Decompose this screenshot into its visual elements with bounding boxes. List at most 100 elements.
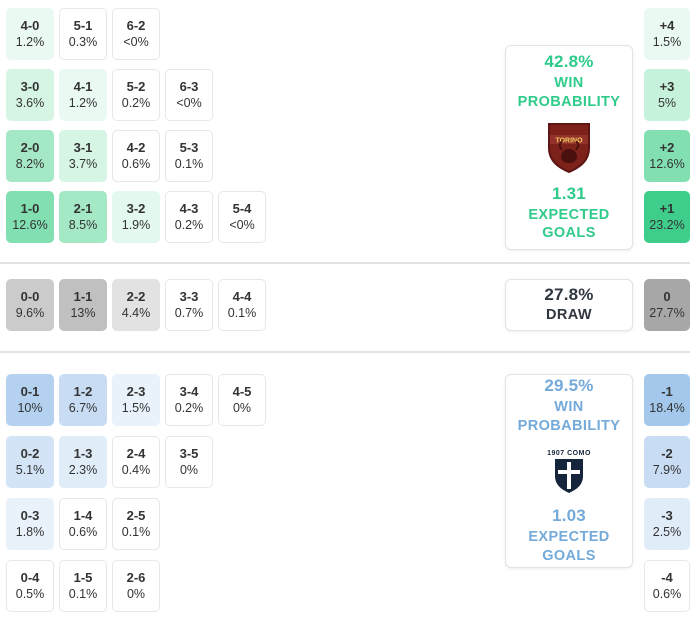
win-label-line1: WIN [554, 74, 584, 91]
margin-probability: 0.6% [652, 586, 682, 601]
score-label: 3-1 [73, 139, 93, 155]
away-expected-goals-value: 1.03 [552, 506, 586, 525]
score-label: 3-0 [20, 78, 40, 94]
score-cell: 6-3 <0% [165, 69, 213, 121]
como-crest-text: 1907 COMO [547, 450, 591, 457]
away-expected-goals-label: EXPECTED GOALS [528, 528, 609, 566]
score-cell: 4-0 1.2% [6, 8, 54, 60]
win-label-line2: PROBABILITY [517, 93, 621, 110]
score-cell: 3-5 0% [165, 436, 213, 488]
win-label-line1: WIN [554, 399, 584, 416]
score-label: 2-2 [126, 288, 146, 304]
score-label: 4-0 [20, 17, 40, 33]
margin-probability: 12.6% [649, 156, 685, 171]
draw-score-row: 0-0 9.6% 1-1 13% 2-2 4.4% 3-3 0.7% 4-4 0… [6, 279, 266, 331]
score-cell: 0-2 5.1% [6, 436, 54, 488]
score-cell: 3-1 3.7% [59, 130, 107, 182]
score-label: 1-2 [73, 383, 93, 399]
score-cell: 0-0 9.6% [6, 279, 54, 331]
score-probability: 0% [126, 586, 146, 601]
score-probability: 1.2% [68, 95, 98, 110]
away-score-row-2: 0-2 5.1% 1-3 2.3% 2-4 0.4% 3-5 0% [6, 436, 213, 488]
score-probability: 9.6% [15, 305, 45, 320]
score-cell: 2-3 1.5% [112, 374, 160, 426]
margin-label: +1 [659, 200, 675, 216]
score-label: 2-0 [20, 139, 40, 155]
eg-label-line2: GOALS [542, 547, 596, 564]
margin-label: +3 [659, 78, 675, 94]
margin-cell-minus3: -3 2.5% [644, 498, 690, 550]
score-probability: 0% [232, 400, 252, 415]
margin-label: +2 [659, 139, 675, 155]
score-cell: 3-3 0.7% [165, 279, 213, 331]
home-team-panel: 42.8% WIN PROBABILITY TORINO 1.31 EXPECT… [505, 45, 633, 250]
home-score-row-1: 4-0 1.2% 5-1 0.3% 6-2 <0% [6, 8, 160, 60]
score-probability: 5.1% [15, 462, 45, 477]
margin-label: -4 [661, 569, 673, 585]
away-score-row-3: 0-3 1.8% 1-4 0.6% 2-5 0.1% [6, 498, 160, 550]
score-cell: 3-4 0.2% [165, 374, 213, 426]
score-label: 1-4 [73, 507, 93, 523]
draw-panel: 27.8% DRAW [505, 279, 633, 331]
margin-probability: 18.4% [649, 400, 685, 415]
score-label: 3-3 [179, 288, 199, 304]
home-expected-goals-label: EXPECTED GOALS [528, 206, 609, 244]
away-team-panel: 29.5% WIN PROBABILITY 1907 COMO 1.03 EXP… [505, 374, 633, 568]
score-cell: 6-2 <0% [112, 8, 160, 60]
score-probability: 0.7% [174, 305, 204, 320]
margin-probability: 1.5% [652, 34, 682, 49]
margin-probability: 27.7% [649, 305, 685, 320]
score-probability: 0.2% [174, 400, 204, 415]
score-label: 1-3 [73, 445, 93, 461]
home-win-probability-value: 42.8% [544, 51, 594, 71]
score-label: 2-1 [73, 200, 93, 216]
score-probability: 0.1% [174, 156, 204, 171]
away-win-probability-label: WIN PROBABILITY [518, 398, 621, 436]
score-label: 2-4 [126, 445, 146, 461]
score-label: 6-2 [126, 17, 146, 33]
margin-probability: 7.9% [652, 462, 682, 477]
torino-crest-text: TORINO [555, 137, 583, 144]
score-cell: 2-4 0.4% [112, 436, 160, 488]
score-cell: 4-2 0.6% [112, 130, 160, 182]
section-divider-top [0, 262, 690, 264]
score-cell: 4-5 0% [218, 374, 266, 426]
score-cell: 0-3 1.8% [6, 498, 54, 550]
draw-probability-value: 27.8% [544, 285, 594, 305]
score-cell: 2-1 8.5% [59, 191, 107, 243]
score-label: 0-2 [20, 445, 40, 461]
score-cell: 1-5 0.1% [59, 560, 107, 612]
score-probability: 3.7% [68, 156, 98, 171]
score-probability: 3.6% [15, 95, 45, 110]
margin-probability: 23.2% [649, 217, 685, 232]
score-cell: 4-3 0.2% [165, 191, 213, 243]
away-score-row-4: 0-4 0.5% 1-5 0.1% 2-6 0% [6, 560, 160, 612]
score-label: 1-5 [73, 569, 93, 585]
score-probability: <0% [123, 34, 149, 49]
score-probability: 0.6% [121, 156, 151, 171]
margin-cell-plus1: +1 23.2% [644, 191, 690, 243]
score-label: 3-5 [179, 445, 199, 461]
score-cell: 0-1 10% [6, 374, 54, 426]
score-label: 5-2 [126, 78, 146, 94]
como-crest-icon: 1907 COMO [547, 450, 591, 493]
score-probability: 13% [70, 305, 96, 320]
home-expected-goals-block: 1.31 EXPECTED GOALS [528, 184, 609, 244]
score-probability: 8.5% [68, 217, 98, 232]
score-probability: 0.1% [227, 305, 257, 320]
score-probability: 0% [179, 462, 199, 477]
score-probability: 0.1% [68, 586, 98, 601]
score-label: 2-5 [126, 507, 146, 523]
margin-cell-plus4: +4 1.5% [644, 8, 690, 60]
away-expected-goals-block: 1.03 EXPECTED GOALS [528, 506, 609, 566]
margin-cell-minus1: -1 18.4% [644, 374, 690, 426]
score-cell: 3-2 1.9% [112, 191, 160, 243]
eg-label-line1: EXPECTED [528, 206, 610, 223]
score-label: 0-3 [20, 507, 40, 523]
score-cell: 5-1 0.3% [59, 8, 107, 60]
score-label: 1-1 [73, 288, 93, 304]
score-label: 4-3 [179, 200, 199, 216]
score-cell: 5-4 <0% [218, 191, 266, 243]
eg-label-line2: GOALS [542, 225, 596, 242]
